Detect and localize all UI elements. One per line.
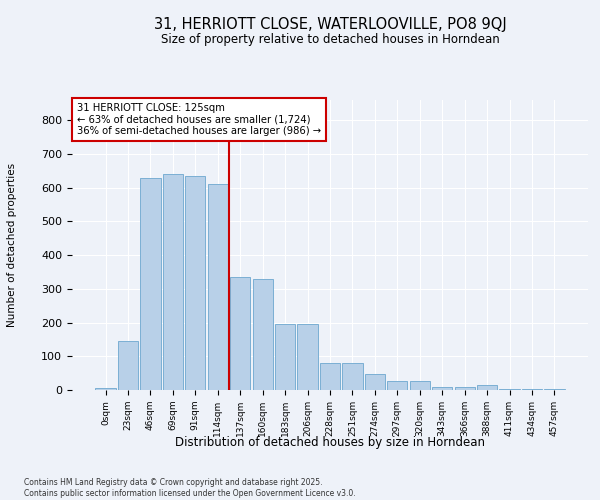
Text: Contains HM Land Registry data © Crown copyright and database right 2025.
Contai: Contains HM Land Registry data © Crown c… (24, 478, 356, 498)
Bar (230, 277, 250, 390)
Bar (387, 381, 407, 390)
Bar (163, 174, 183, 390)
Bar (118, 341, 138, 390)
Bar (253, 278, 273, 390)
Text: 31 HERRIOTT CLOSE: 125sqm
← 63% of detached houses are smaller (1,724)
36% of se: 31 HERRIOTT CLOSE: 125sqm ← 63% of detac… (77, 103, 321, 136)
Text: Number of detached properties: Number of detached properties (7, 163, 17, 327)
Text: Distribution of detached houses by size in Horndean: Distribution of detached houses by size … (175, 436, 485, 449)
Bar (365, 374, 385, 390)
Bar (477, 385, 497, 390)
Bar (185, 176, 205, 390)
Bar (208, 184, 228, 390)
Bar (432, 386, 452, 390)
Bar (298, 324, 317, 390)
Bar (544, 389, 565, 390)
Text: Size of property relative to detached houses in Horndean: Size of property relative to detached ho… (161, 32, 499, 46)
Bar (95, 388, 116, 390)
Bar (343, 363, 362, 390)
Bar (140, 178, 161, 390)
Text: 31, HERRIOTT CLOSE, WATERLOOVILLE, PO8 9QJ: 31, HERRIOTT CLOSE, WATERLOOVILLE, PO8 9… (154, 18, 506, 32)
Bar (455, 386, 475, 390)
Bar (275, 324, 295, 390)
Bar (320, 363, 340, 390)
Bar (410, 381, 430, 390)
